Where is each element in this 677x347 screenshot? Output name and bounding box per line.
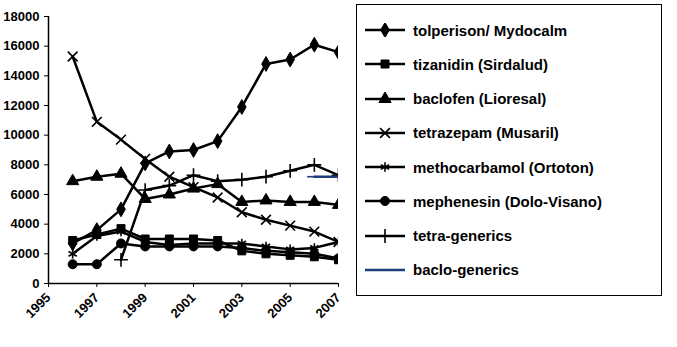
svg-text:0: 0 bbox=[32, 276, 39, 291]
svg-text:1995: 1995 bbox=[23, 290, 54, 321]
svg-text:2000: 2000 bbox=[11, 246, 40, 261]
svg-text:2003: 2003 bbox=[216, 290, 247, 321]
svg-text:8000: 8000 bbox=[11, 157, 40, 172]
svg-text:18000: 18000 bbox=[3, 9, 39, 24]
html-text:tetra-generics: tetra-generics bbox=[413, 227, 513, 245]
svg-text:10000: 10000 bbox=[3, 127, 39, 142]
svg-text:16000: 16000 bbox=[3, 38, 39, 53]
html-text:baclofen (Lioresal): baclofen (Lioresal) bbox=[413, 90, 547, 108]
html-text:methocarbamol (Ortoton): methocarbamol (Ortoton) bbox=[413, 158, 594, 176]
svg-text:12000: 12000 bbox=[3, 98, 39, 113]
html-text:tizanidin (Sirdalud): tizanidin (Sirdalud) bbox=[413, 55, 548, 73]
svg-text:4000: 4000 bbox=[11, 216, 40, 231]
svg-text:6000: 6000 bbox=[11, 187, 40, 202]
html-text:mephenesin (Dolo-Visano): mephenesin (Dolo-Visano) bbox=[413, 192, 602, 210]
svg-text:2005: 2005 bbox=[264, 290, 295, 321]
svg-text:1997: 1997 bbox=[71, 290, 102, 321]
svg-text:2007: 2007 bbox=[313, 290, 344, 321]
html-text:tolperison/ Mydocalm: tolperison/ Mydocalm bbox=[413, 21, 568, 39]
html-text:baclo-generics: baclo-generics bbox=[413, 261, 519, 279]
svg-text:1999: 1999 bbox=[119, 290, 150, 321]
svg-text:14000: 14000 bbox=[3, 68, 39, 83]
html-text:tetrazepam (Musaril): tetrazepam (Musaril) bbox=[413, 124, 559, 142]
svg-text:2001: 2001 bbox=[168, 290, 199, 321]
